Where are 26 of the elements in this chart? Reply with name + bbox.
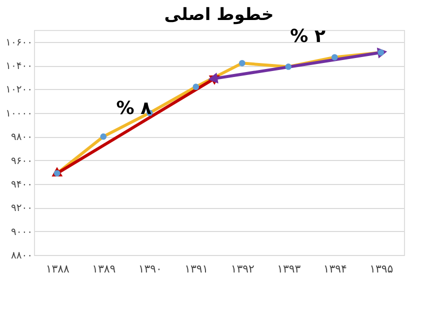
y-tick-label: ۹۸۰۰ (11, 132, 32, 144)
x-tick-label: ۱۳۹۳ (277, 262, 301, 276)
y-tick-label: ۸۸۰۰ (11, 250, 32, 262)
x-tick-label: ۱۳۸۸ (46, 262, 70, 276)
annotation: % ۲ (290, 26, 326, 47)
point (192, 84, 200, 90)
point (285, 64, 292, 70)
y-tick-label: ۹۰۰۰ (11, 226, 32, 238)
x-tick-label: ۱۳۹۲ (230, 262, 255, 276)
y-tick-label: ۱۰۴۰۰ (6, 61, 32, 72)
point (100, 133, 107, 140)
y-tick-label: ۱۰۰۰۰ (6, 108, 32, 120)
chart-title: خطوط اصلی (164, 4, 274, 25)
point (331, 54, 338, 60)
x-tick-label: ۱۳۹۵ (370, 262, 394, 276)
y-tick-label: ۱۰۶۰۰ (6, 37, 32, 48)
x-tick-label: ۱۳۸۹ (92, 262, 116, 276)
x-tick-label: ۱۳۹۴ (323, 262, 348, 276)
point (238, 60, 246, 66)
x-tick-label: ۱۳۹۰ (138, 262, 162, 276)
x-tick-label: ۱۳۹۱ (184, 262, 208, 276)
y-tick-label: ۹۲۰۰ (11, 203, 32, 214)
y-tick-label: ۹۴۰۰ (11, 179, 32, 190)
y-tick-label: ۹۶۰۰ (11, 156, 32, 167)
annotation: % ۸ (116, 98, 152, 119)
y-tick-label: ۱۰۲۰۰ (6, 84, 32, 96)
